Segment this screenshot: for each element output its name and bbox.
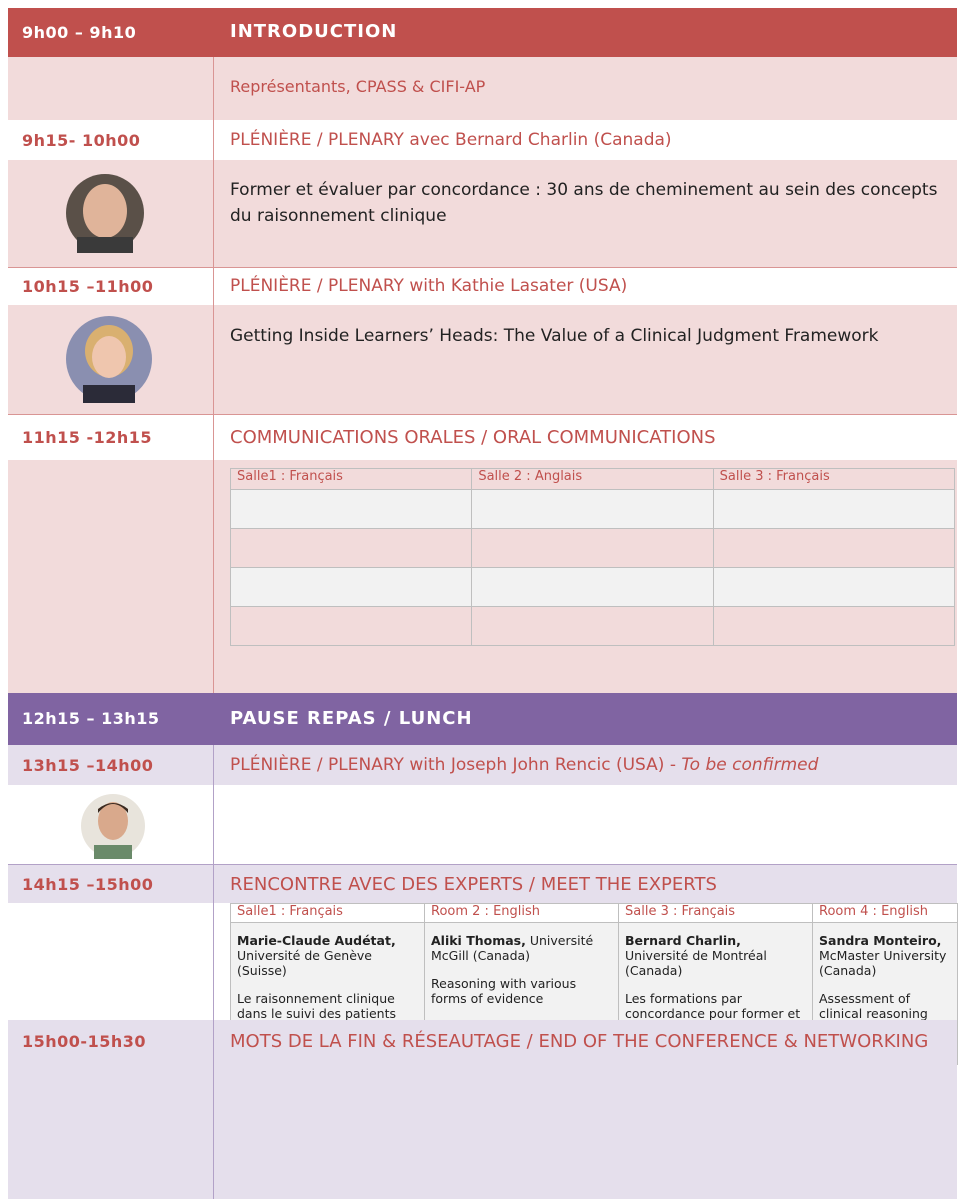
room-header: Salle 3 : Français [712,468,956,490]
session-header: 9h00 – 9h10 INTRODUCTION [8,8,957,57]
session-title: PLÉNIÈRE / PLENARY avec Bernard Charlin … [230,130,672,150]
room-header: Salle1 : Français [230,903,425,923]
session-time: 10h15 –11h00 [22,277,154,296]
expert-topic: Reasoning with various forms of evidence [431,976,577,1006]
expert-name: Aliki Thomas, [431,933,526,948]
expert-name: Bernard Charlin, [625,933,741,948]
session-detail: Getting Inside Learners’ Heads: The Valu… [230,326,879,346]
expert-affiliation: Université de Genève (Suisse) [237,948,372,978]
session-body: Salle1 : Français Salle 2 : Anglais Sall… [8,460,957,693]
session-detail: Former et évaluer par concordance : 30 a… [230,180,938,226]
expert-info: Marie-Claude Audétat, Université de Genè… [237,933,418,978]
room-header: Room 2 : English [424,903,619,923]
session-body: Salle1 : Français Room 2 : English Salle 3… [8,903,958,1065]
room-header: Room 4 : English [812,903,958,923]
session-title: MOTS DE LA FIN & RÉSEAUTAGE / END OF THE… [230,1031,929,1052]
session-header: 9h15- 10h00 PLÉNIÈRE / PLENARY avec Bern… [8,120,957,160]
expert-topic: Assessment of clinical reasoning [819,991,928,1021]
session-title: PAUSE REPAS / LUNCH [230,708,473,729]
room-header: Salle 2 : Anglais [471,468,714,490]
expert-name: Sandra Monteiro, [819,933,942,948]
session-title: RENCONTRE AVEC DES EXPERTS / MEET THE EX… [230,874,717,895]
rooms-table: Salle1 : Français Salle 2 : Anglais Sall… [229,468,956,646]
speaker-photo [81,794,145,859]
session-time: 15h00-15h30 [22,1032,146,1051]
session-title: COMMUNICATIONS ORALES / ORAL COMMUNICATI… [230,427,716,448]
session-header: 11h15 -12h15 COMMUNICATIONS ORALES / ORA… [8,415,957,460]
room-header: Salle 3 : Français [618,903,813,923]
session-header: 13h15 –14h00 PLÉNIÈRE / PLENARY with Jos… [8,745,957,785]
speaker-photo [66,174,144,253]
session-header: 12h15 – 13h15 PAUSE REPAS / LUNCH [8,693,957,745]
session-body: Représentants, CPASS & CIFI-AP [8,57,957,120]
session-header: 14h15 –15h00 RENCONTRE AVEC DES EXPERTS … [8,865,957,903]
session-note: To be confirmed [681,755,819,775]
session-time: 13h15 –14h00 [22,756,154,775]
session-time: 9h15- 10h00 [22,131,141,150]
session-body: Getting Inside Learners’ Heads: The Valu… [8,305,957,415]
session-title: PLÉNIÈRE / PLENARY with Joseph John Renc… [230,755,676,775]
session-header: 15h00-15h30 MOTS DE LA FIN & RÉSEAUTAGE … [8,1020,957,1199]
expert-affiliation: Université McGill (Canada) [431,933,594,963]
session-body: Former et évaluer par concordance : 30 a… [8,160,957,268]
expert-info: Aliki Thomas, Université McGill (Canada) [431,933,612,963]
expert-info: Bernard Charlin, Université de Montréal … [625,933,806,978]
room-header: Salle1 : Français [229,468,473,490]
session-time: 12h15 – 13h15 [22,709,160,728]
speaker-photo [66,316,152,403]
session-title: PLÉNIÈRE / PLENARY with Kathie Lasater (… [230,276,628,296]
session-header: 10h15 –11h00 PLÉNIÈRE / PLENARY with Kat… [8,268,957,305]
expert-name: Marie-Claude Audétat, [237,933,396,948]
expert-info: Sandra Monteiro, McMaster University (Ca… [819,933,951,978]
session-detail: Représentants, CPASS & CIFI-AP [230,77,486,96]
session-time: 11h15 -12h15 [22,428,153,447]
session-time: 14h15 –15h00 [22,875,154,894]
session-title: INTRODUCTION [230,21,398,42]
expert-affiliation: Université de Montréal (Canada) [625,948,767,978]
session-time: 9h00 – 9h10 [22,23,137,42]
expert-affiliation: McMaster University (Canada) [819,948,947,978]
session-body [8,785,957,865]
